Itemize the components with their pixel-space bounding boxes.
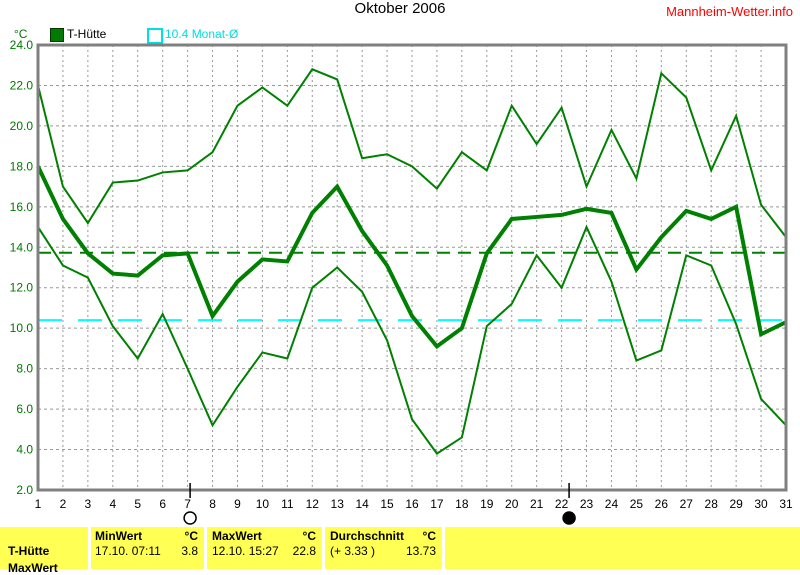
y-tick-label: 8.0 — [16, 362, 33, 376]
chart-area: 24.0 22.0 20.0 18.0 16.0 14.0 12.0 10.0 8.0 6.0 4.… — [0, 38, 800, 527]
x-tick-label: 26 — [655, 497, 669, 511]
y-tick-label: 22.0 — [10, 78, 34, 92]
x-tick-label: 20 — [505, 497, 519, 511]
x-tick-label: 15 — [380, 497, 394, 511]
chart-svg: 24.022.020.018.016.014.012.010.08.06.04.… — [10, 38, 793, 525]
x-tick-label: 13 — [331, 497, 345, 511]
legend-item-monat-avg: 10.4 Monat-Ø — [147, 27, 239, 44]
x-tick-label: 19 — [480, 497, 494, 511]
x-tick-label: 8 — [209, 497, 216, 511]
x-tick-label: 27 — [680, 497, 694, 511]
x-tick-label: 29 — [729, 497, 743, 511]
page-title: Oktober 2006 — [354, 0, 446, 17]
temperature-series — [36, 68, 787, 455]
x-tick-label: 22 — [555, 497, 569, 511]
x-tick-label: 7 — [184, 497, 191, 511]
y-tick-label: 6.0 — [16, 402, 33, 416]
x-tick-label: 10 — [256, 497, 270, 511]
x-tick-label: 2 — [60, 497, 67, 511]
x-tick-label: 28 — [705, 497, 719, 511]
reference-lines — [38, 251, 786, 322]
x-tick-label: 5 — [134, 497, 141, 511]
avg-datetime: (+ 3.33 ) — [330, 544, 376, 558]
max-unit: °C — [302, 529, 316, 543]
column-separator — [204, 527, 207, 569]
cyan-square-icon — [147, 28, 163, 44]
y-tick-label: 4.0 — [16, 443, 33, 457]
row-label: T-Hütte — [8, 544, 50, 558]
y-tick-label: 14.0 — [10, 240, 34, 254]
full-moon-icon — [183, 511, 197, 525]
column-separator — [322, 527, 325, 569]
y-axis-unit-label: °C — [14, 27, 28, 41]
y-tick-label: 2.0 — [16, 483, 33, 497]
avg-header: Durchschnitt — [330, 529, 405, 543]
x-tick-label: 4 — [109, 497, 116, 511]
x-tick-label: 1 — [35, 497, 42, 511]
min-unit: °C — [184, 529, 198, 543]
moon-phase-markers — [183, 483, 576, 525]
y-tick-label: 10.0 — [10, 321, 34, 335]
column-separator — [88, 527, 91, 569]
series-T-Hütte Minimum — [37, 224, 787, 455]
x-tick-label: 25 — [630, 497, 644, 511]
axis-labels: 24.022.020.018.016.014.012.010.08.06.04.… — [10, 38, 793, 511]
min-value: 3.8 — [181, 544, 198, 558]
x-tick-label: 14 — [355, 497, 369, 511]
x-tick-label: 24 — [605, 497, 619, 511]
series-T-Hütte Maximum — [37, 68, 787, 238]
x-tick-label: 11 — [281, 497, 294, 511]
y-tick-label: 20.0 — [10, 119, 34, 133]
y-tick-label: 16.0 — [10, 200, 34, 214]
column-separator — [442, 527, 445, 569]
plot-frame — [36, 43, 788, 492]
stats-table: MinWert °C MaxWert °C Durchschnitt °C T-… — [0, 527, 800, 575]
avg-value: 13.73 — [405, 544, 436, 558]
series-T-Hütte Mittel — [36, 165, 787, 350]
avg-unit: °C — [422, 529, 436, 543]
x-tick-label: 12 — [306, 497, 320, 511]
x-tick-label: 16 — [405, 497, 419, 511]
legend-item-t-huette: T-Hütte — [50, 27, 107, 42]
x-tick-label: 23 — [580, 497, 594, 511]
max-datetime: 12.10. 15:27 — [212, 544, 279, 558]
new-moon-icon — [562, 511, 576, 525]
plot-border — [36, 43, 788, 492]
y-tick-label: 24.0 — [10, 40, 34, 52]
y-tick-label: 18.0 — [10, 159, 34, 173]
legend-label: 10.4 Monat-Ø — [165, 27, 239, 41]
x-tick-label: 3 — [85, 497, 92, 511]
x-tick-label: 6 — [159, 497, 166, 511]
site-link[interactable]: Mannheim-Wetter.info — [666, 4, 793, 19]
gridlines — [38, 45, 786, 490]
max-header: MaxWert — [212, 529, 262, 543]
green-square-icon — [50, 28, 64, 42]
y-tick-label: 12.0 — [10, 281, 34, 295]
x-tick-label: 18 — [455, 497, 469, 511]
x-tick-label: 9 — [234, 497, 241, 511]
legend-label: T-Hütte — [67, 27, 107, 41]
x-tick-label: 31 — [779, 497, 793, 511]
min-header: MinWert — [95, 529, 143, 543]
x-tick-label: 21 — [530, 497, 544, 511]
max-value: 22.8 — [292, 544, 316, 558]
x-tick-label: 30 — [754, 497, 768, 511]
x-tick-label: 17 — [430, 497, 444, 511]
min-datetime: 17.10. 07:11 — [95, 544, 161, 558]
